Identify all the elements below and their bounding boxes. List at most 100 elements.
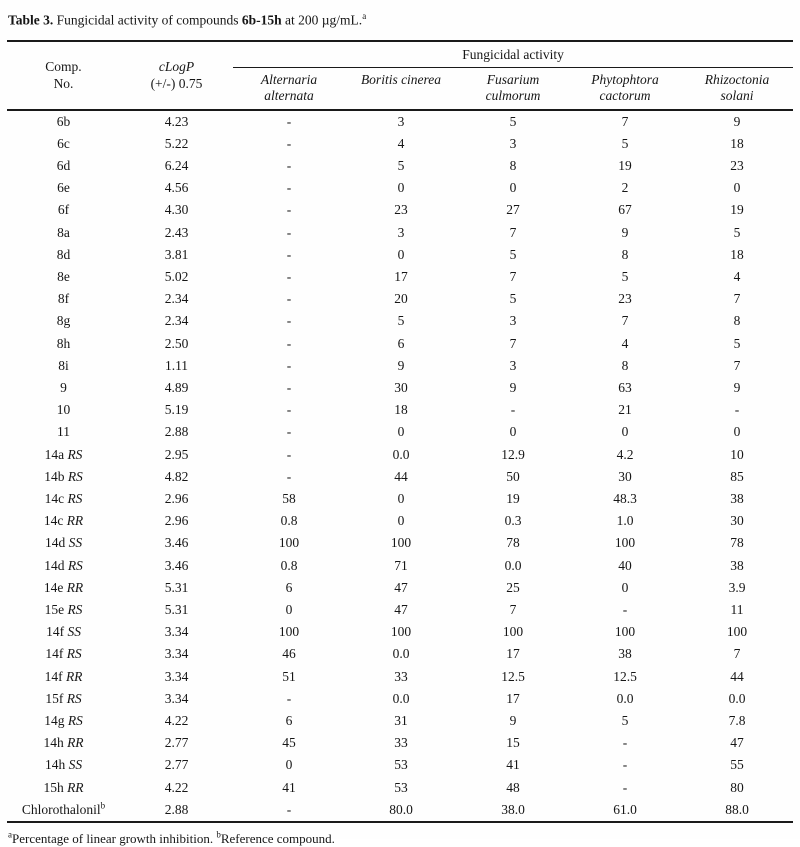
table-row: 15f RS 3.34 - 0.0 17 0.0 0.0 [7, 688, 793, 710]
table-row: 14e RR 5.31 6 47 25 0 3.9 [7, 577, 793, 599]
activity-value-cell: 88.0 [725, 801, 749, 817]
species-line2: cactorum [599, 87, 651, 103]
footnote-a-marker: a [8, 829, 12, 840]
compound-cell: 14e RR [43, 579, 84, 595]
activity-value-cell: 48.3 [613, 490, 637, 506]
activity-value-cell: 5 [621, 135, 629, 151]
table-row: 14h RR 2.77 45 33 15 - 47 [7, 732, 793, 754]
clogp-cell: 4.56 [164, 180, 189, 196]
activity-value-cell: 100 [502, 624, 524, 640]
activity-value-cell: 58 [282, 490, 296, 506]
activity-value-cell: - [734, 402, 740, 418]
activity-value-cell: 46 [282, 646, 296, 662]
table-row: 14d SS 3.46 100 100 78 100 78 [7, 532, 793, 554]
clogp-cell: 5.02 [164, 268, 189, 284]
comp-header-line2: No. [53, 76, 74, 91]
activity-value-cell: 5 [397, 157, 405, 173]
stereo-descriptor: RS [64, 490, 83, 506]
activity-value-cell: - [286, 357, 292, 373]
activity-value-cell: - [286, 424, 292, 440]
activity-value-cell: - [286, 446, 292, 462]
activity-value-cell: 7 [509, 224, 517, 240]
clogp-cell: 2.88 [164, 424, 189, 440]
activity-value-cell: 51 [282, 668, 296, 684]
activity-value-cell: 4.2 [616, 446, 634, 462]
activity-value-cell: 5 [509, 246, 517, 262]
clogp-header-line2: (+/-) 0.75 [150, 76, 203, 91]
stereo-descriptor: SS [65, 757, 83, 773]
activity-value-cell: 100 [614, 535, 636, 551]
activity-value-cell: 41 [282, 779, 296, 795]
activity-value-cell: 0.0 [728, 690, 746, 706]
species-line2: solani [720, 87, 754, 103]
activity-value-cell: 0 [509, 180, 517, 196]
table-row: 14a RS 2.95 - 0.0 12.9 4.2 10 [7, 444, 793, 466]
activity-value-cell: - [286, 180, 292, 196]
clogp-cell: 3.34 [164, 624, 189, 640]
table-row: 14f RS 3.34 46 0.0 17 38 7 [7, 643, 793, 665]
activity-value-cell: 67 [618, 202, 632, 218]
species-line1: Fusarium [486, 71, 540, 87]
compound-cell: 15f RS [45, 690, 82, 706]
activity-value-cell: 47 [394, 579, 408, 595]
activity-value-cell: - [286, 202, 292, 218]
column-header-comp-no: Comp. No. [7, 40, 120, 111]
column-header-fusarium-culmorum: Fusarium culmorum [457, 67, 569, 111]
clogp-cell: 2.96 [164, 513, 189, 529]
stereo-descriptor: RS [64, 712, 83, 728]
compound-cell: Chlorothalonilb [21, 800, 106, 817]
clogp-cell: 2.50 [164, 335, 189, 351]
compound-cell: 9 [60, 379, 67, 395]
activity-value-cell: 10 [730, 446, 744, 462]
activity-value-cell: 0 [397, 180, 405, 196]
activity-value-cell: - [286, 135, 292, 151]
activity-value-cell: 30 [730, 513, 744, 529]
clogp-cell: 2.77 [164, 757, 189, 773]
activity-value-cell: 19 [618, 157, 632, 173]
activity-value-cell: - [286, 113, 292, 129]
table-row: 14b RS 4.82 - 44 50 30 85 [7, 466, 793, 488]
species-line1: Boritis cinerea [360, 71, 442, 87]
species-line1: Rhizoctonia [704, 71, 770, 87]
activity-value-cell: - [622, 757, 628, 773]
activity-value-cell: - [286, 224, 292, 240]
activity-value-cell: 53 [394, 779, 408, 795]
activity-value-cell: 3 [509, 135, 517, 151]
activity-value-cell: 5 [733, 224, 741, 240]
compound-cell: 14c RR [43, 513, 84, 529]
activity-value-cell: 18 [730, 135, 744, 151]
activity-value-cell: 7 [733, 291, 741, 307]
compound-cell: 8i [58, 357, 69, 373]
table-caption-label: Table 3. [8, 12, 54, 28]
activity-value-cell: 27 [506, 202, 520, 218]
activity-value-cell: 0.0 [392, 690, 410, 706]
clogp-cell: 2.96 [164, 490, 189, 506]
table-row: 8h 2.50 - 6 7 4 5 [7, 333, 793, 355]
activity-value-cell: 15 [506, 735, 520, 751]
compound-cell: 8h [56, 335, 71, 351]
activity-value-cell: 25 [506, 579, 520, 595]
activity-value-cell: 100 [278, 535, 300, 551]
activity-value-cell: 48 [506, 779, 520, 795]
table-row: 14c RS 2.96 58 0 19 48.3 38 [7, 488, 793, 510]
table-row: 8i 1.11 - 9 3 8 7 [7, 355, 793, 377]
activity-value-cell: 0 [509, 424, 517, 440]
activity-value-cell: 0.0 [392, 646, 410, 662]
activity-value-cell: 50 [506, 468, 520, 484]
clogp-cell: 2.43 [164, 224, 189, 240]
activity-value-cell: 100 [390, 624, 412, 640]
clogp-cell: 2.95 [164, 446, 189, 462]
activity-value-cell: 0 [397, 246, 405, 262]
stereo-descriptor: RS [64, 601, 83, 617]
activity-value-cell: 0 [397, 513, 405, 529]
activity-value-cell: 7 [509, 268, 517, 284]
table-row: 8d 3.81 - 0 5 8 18 [7, 244, 793, 266]
activity-value-cell: - [286, 157, 292, 173]
activity-value-cell: 23 [618, 291, 632, 307]
table-row: 14g RS 4.22 6 31 9 5 7.8 [7, 710, 793, 732]
activity-value-cell: - [286, 268, 292, 284]
caption-footnote-marker: a [362, 11, 367, 21]
activity-value-cell: 0 [397, 490, 405, 506]
activity-value-cell: 0.3 [504, 513, 522, 529]
activity-value-cell: 19 [730, 202, 744, 218]
